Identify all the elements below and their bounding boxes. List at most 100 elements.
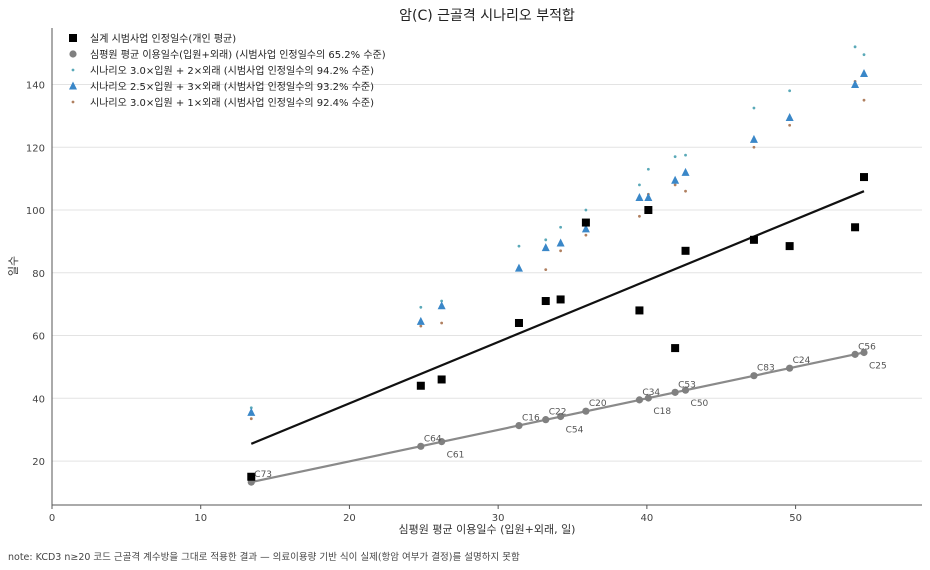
- code-label-C61: C61: [447, 451, 465, 461]
- point-s5-C24: [788, 123, 792, 127]
- point-s4-C73: [247, 407, 256, 416]
- point-s4-C22: [541, 243, 550, 252]
- point-s1-C56: [851, 223, 860, 232]
- legend-marker-5: [71, 100, 75, 104]
- legend-label-4: 시나리오 2.5×입원 + 3×외래 (시범사업 인정일수의 93.2% 수준): [90, 80, 374, 93]
- y-tick-label-100: 100: [26, 206, 45, 217]
- fit-lines: [250, 190, 865, 484]
- point-s4-C53: [671, 175, 680, 184]
- point-s3-C20: [584, 208, 588, 212]
- point-s2-C53: [671, 388, 679, 396]
- axis-ticks: 20 40 60 80 100 120 140 0 10 20 30 40 50: [26, 80, 802, 524]
- point-s1-C24: [785, 242, 794, 251]
- point-s4-C54: [556, 238, 565, 247]
- legend-label-1: 실계 시범사업 인정일수(개인 평균): [90, 32, 236, 45]
- x-tick-label-50: 50: [789, 513, 802, 524]
- point-s1-C16: [514, 318, 523, 327]
- point-s5-C50: [684, 189, 687, 193]
- y-axis-label: 일수: [6, 256, 20, 276]
- point-s2-C22: [542, 416, 550, 424]
- point-s4-C64: [416, 316, 425, 325]
- y-tick-label-80: 80: [32, 269, 45, 280]
- legend-label-3: 시나리오 3.0×입원 + 2×외래 (시범사업 인정일수의 94.2% 수준): [90, 64, 374, 77]
- point-s5-C25: [862, 98, 866, 102]
- legend-marker-3: [71, 68, 75, 72]
- point-s2-C25: [860, 348, 868, 357]
- y-tick-label-20: 20: [32, 457, 45, 468]
- point-s2-C34: [635, 396, 644, 404]
- point-s4-C25: [860, 69, 868, 78]
- point-s3-C24: [788, 89, 792, 93]
- point-s3-C16: [517, 244, 521, 248]
- code-label-C24: C24: [793, 356, 811, 366]
- point-s5-C34: [638, 214, 641, 218]
- point-s3-C34: [638, 183, 641, 187]
- code-label-C25: C25: [869, 361, 887, 371]
- point-s2-C50: [681, 386, 690, 394]
- point-s3-C50: [684, 153, 687, 157]
- point-s2-C64: [417, 442, 425, 450]
- point-s1-C61: [437, 375, 446, 384]
- code-label-C53: C53: [678, 380, 696, 390]
- legend-label-5: 시나리오 3.0×입원 + 1×외래 (시범사업 인정일수의 92.4% 수준): [90, 96, 374, 109]
- y-tick-label-120: 120: [26, 143, 45, 154]
- point-s1-C20: [581, 218, 590, 227]
- code-label-C34: C34: [642, 388, 660, 398]
- point-s1-C22: [541, 297, 550, 306]
- point-s5-C54: [559, 249, 563, 253]
- code-label-C73: C73: [254, 470, 272, 480]
- point-s5-C83: [752, 145, 756, 149]
- point-s4-C18: [644, 192, 653, 201]
- legend: 실계 시범사업 인정일수(개인 평균) 심평원 평균 이용일수(입원+외래) (시…: [69, 32, 386, 109]
- legend-marker-2: [69, 50, 77, 58]
- x-tick-label-20: 20: [343, 513, 356, 524]
- point-s2-C83: [750, 372, 758, 380]
- point-s3-C22: [544, 238, 548, 242]
- point-s2-C61: [438, 438, 446, 446]
- code-label-C20: C20: [589, 399, 607, 409]
- legend-marker-1: [69, 34, 77, 42]
- code-label-C54: C54: [566, 426, 584, 436]
- point-s3-C18: [646, 167, 650, 171]
- code-labels: C73 C64 C61 C16 C22 C54 C20 C34 C18 C53 C50 C83 C24 C…: [254, 342, 886, 480]
- point-s4-C56: [851, 79, 860, 88]
- footnote: note: KCD3 n≥20 코드 근골격 계수방을 그대로 적용한 결과 —…: [8, 552, 520, 563]
- point-s2-C16: [515, 422, 523, 430]
- y-tick-label-140: 140: [26, 80, 45, 91]
- point-s1-C25: [860, 173, 868, 182]
- point-s3-C56: [853, 45, 857, 49]
- point-s2-C56: [851, 350, 859, 358]
- chart-title: 암(C) 근골격 시나리오 부적합: [399, 8, 575, 24]
- x-tick-label-10: 10: [194, 513, 207, 524]
- data-points: [247, 45, 868, 486]
- code-label-C64: C64: [424, 434, 442, 444]
- y-tick-label-40: 40: [32, 394, 45, 405]
- point-s4-C20: [581, 224, 590, 233]
- point-s4-C24: [785, 112, 794, 121]
- point-s2-C54: [557, 412, 565, 421]
- point-s4-C83: [749, 134, 758, 143]
- point-s3-C64: [419, 305, 423, 309]
- gridlines: [52, 83, 922, 462]
- point-s1-C73: [247, 472, 256, 481]
- point-s3-C25: [862, 53, 866, 57]
- point-s5-C73: [249, 417, 253, 421]
- code-label-C56: C56: [858, 342, 876, 352]
- point-s3-C54: [559, 225, 563, 229]
- point-s5-C53: [673, 183, 677, 187]
- x-axis-label: 심평원 평균 이용일수 (입원+외래, 일): [399, 522, 576, 536]
- code-label-C22: C22: [549, 408, 567, 418]
- point-s5-C61: [440, 321, 444, 325]
- point-s2-C24: [786, 364, 794, 372]
- code-label-C18: C18: [653, 407, 671, 417]
- point-s1-C50: [681, 246, 690, 255]
- point-s3-C73: [249, 406, 253, 410]
- point-s2-C18: [644, 394, 652, 402]
- x-tick-label-40: 40: [641, 513, 654, 524]
- point-s1-C53: [671, 344, 680, 353]
- point-s1-C64: [416, 381, 425, 390]
- code-label-C83: C83: [757, 364, 775, 374]
- y-tick-label-60: 60: [32, 332, 45, 343]
- legend-label-2: 심평원 평균 이용일수(입원+외래) (시범사업 인정일수의 65.2% 수준): [90, 48, 386, 61]
- code-label-C16: C16: [522, 414, 540, 424]
